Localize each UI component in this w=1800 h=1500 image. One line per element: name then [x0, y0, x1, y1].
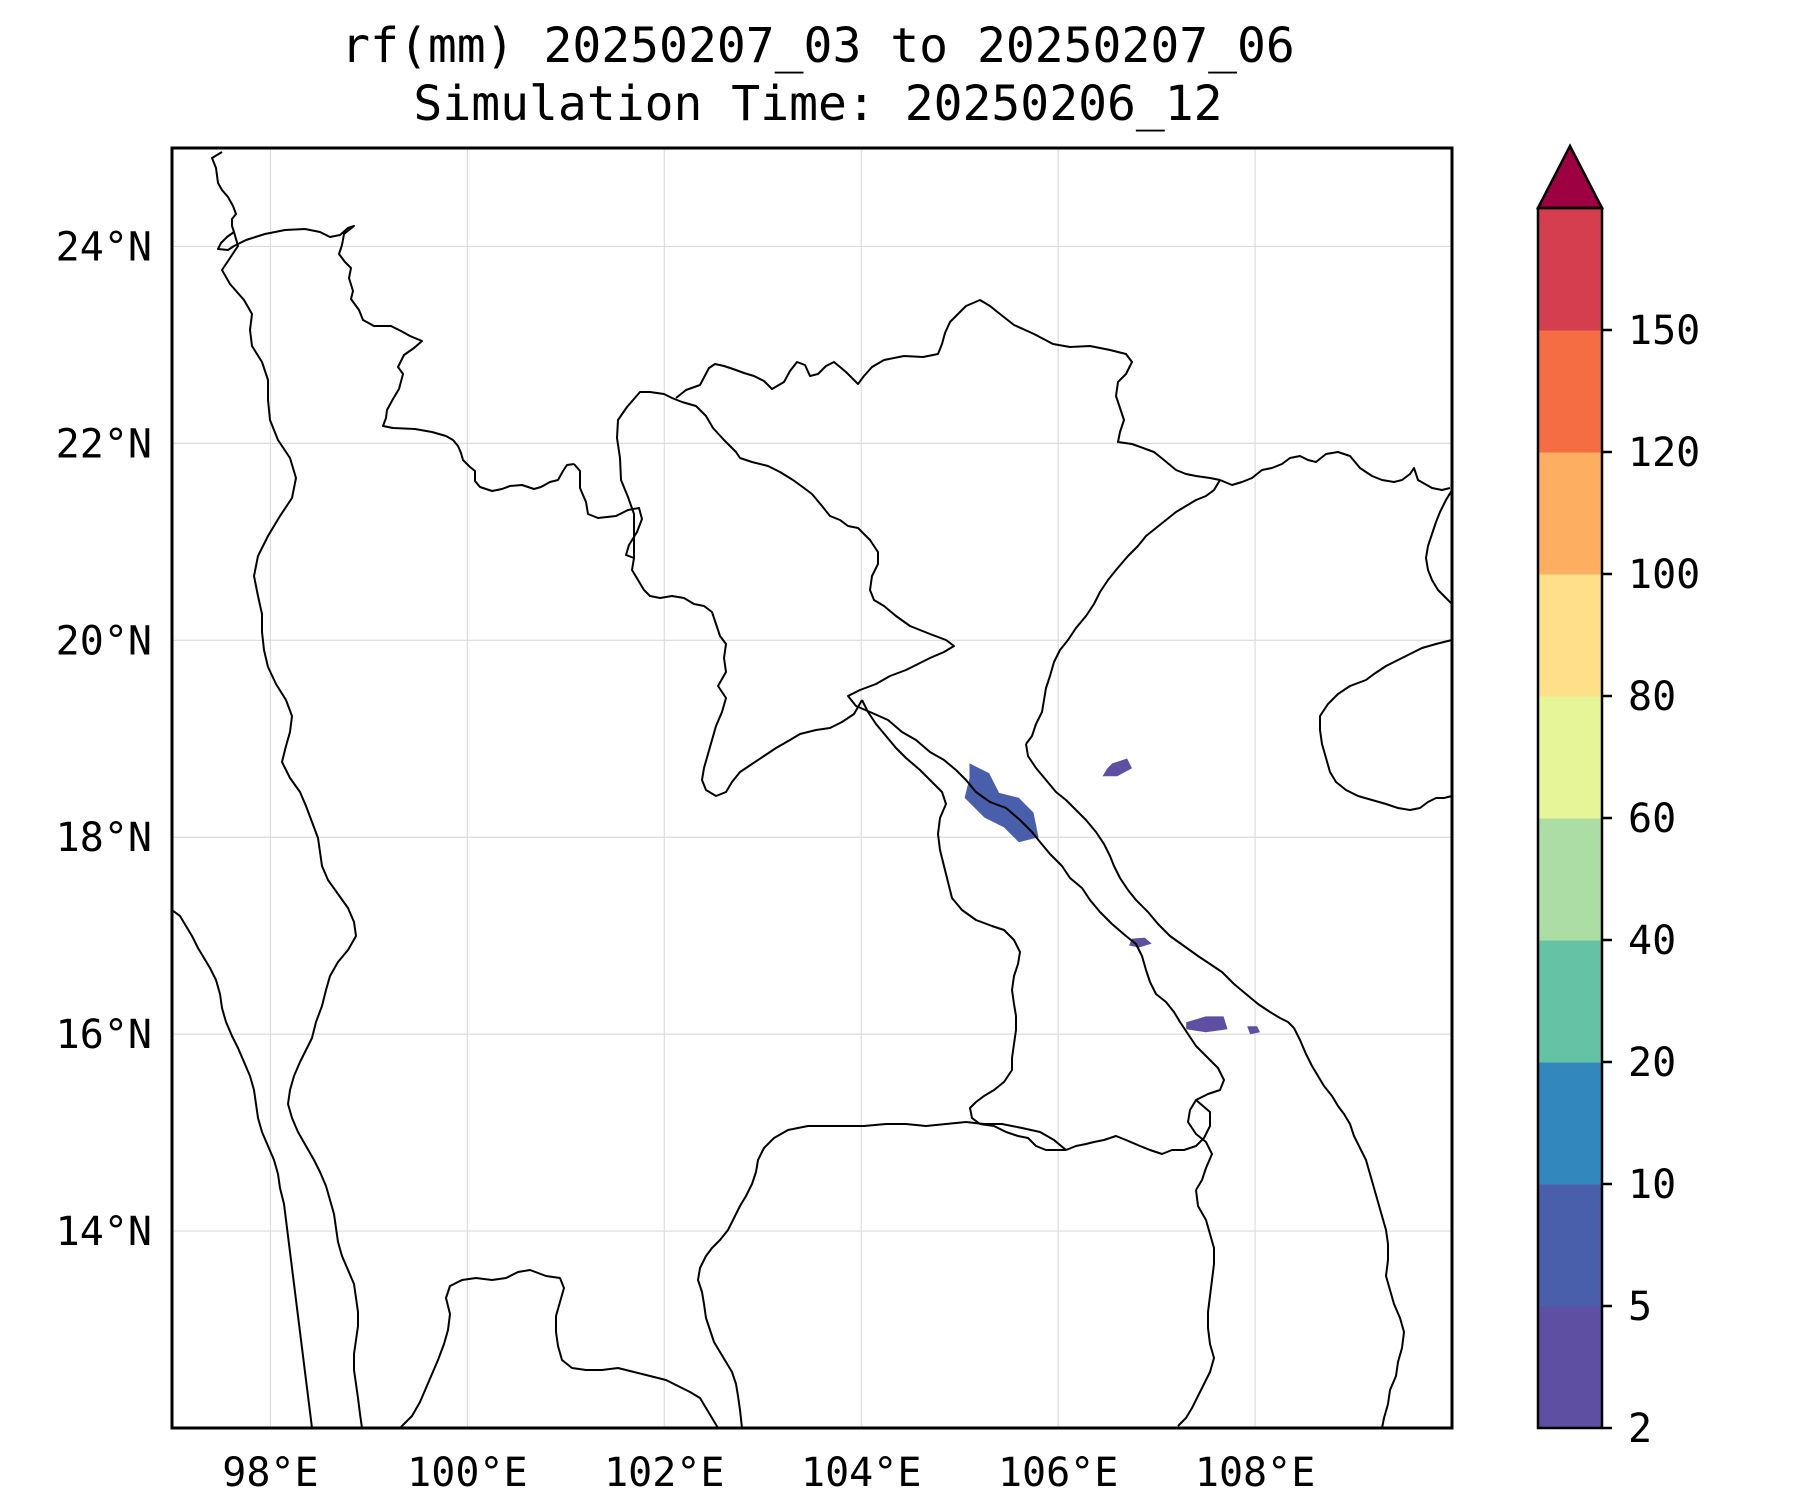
rainfall-patch-4: [1247, 1026, 1260, 1035]
colorbar-segment-6: [1538, 574, 1602, 697]
colorbar-segment-8: [1538, 330, 1602, 453]
colorbar-segment-9: [1538, 208, 1602, 331]
laos-thailand-border: [631, 557, 863, 797]
lat-tick-label: 20°N: [56, 618, 152, 664]
colorbar-level-label: 20: [1628, 1040, 1676, 1086]
vietnam-china-north-border: [675, 299, 1221, 481]
vietnam-north-coast: [1025, 479, 1221, 745]
lat-tick-label: 24°N: [56, 224, 152, 270]
lon-tick-label: 102°E: [604, 1450, 724, 1496]
lat-tick-label: 14°N: [56, 1209, 152, 1255]
lat-tick-label: 22°N: [56, 421, 152, 467]
colorbar-level-label: 80: [1628, 674, 1676, 720]
colorbar-level-label: 5: [1628, 1284, 1652, 1330]
cambodia-thailand-west-border: [697, 1121, 1067, 1428]
map-frame: [170, 146, 1454, 1430]
vietnam-central-coast: [1025, 743, 1295, 1029]
latitude-ticks: 14°N 16°N 18°N 20°N 22°N 24°N: [56, 224, 152, 1255]
rainfall-layer: [964, 758, 1260, 1035]
laos-vietnam-border: [811, 493, 1225, 1191]
myanmar-thailand-north-border: [221, 231, 297, 668]
thailand-cambodia-border: [1065, 1099, 1211, 1155]
colorbar-level-label: 10: [1628, 1162, 1676, 1208]
china-laos-vietnam-border: [573, 391, 813, 559]
vietnam-south-coast: [1293, 1027, 1405, 1428]
myanmar-coast: [172, 909, 313, 1428]
colorbar-segment-2: [1538, 1062, 1602, 1185]
rainfall-patch-1: [1102, 758, 1132, 777]
lon-tick-label: 104°E: [801, 1450, 921, 1496]
lon-tick-label: 108°E: [1195, 1450, 1315, 1496]
colorbar-segment-5: [1538, 696, 1602, 819]
figure-title-line1: rf(mm) 20250207_03 to 20250207_06: [341, 18, 1295, 74]
rainfall-patch-2: [1129, 937, 1152, 948]
figure-title-line2: Simulation Time: 20250206_12: [413, 76, 1222, 132]
colorbar-extend-arrow: [1535, 143, 1605, 210]
rainfall-patch-3: [1186, 1016, 1228, 1033]
gulf-of-tonkin-coast: [1219, 451, 1451, 491]
colorbar-level-label: 150: [1628, 308, 1700, 354]
colorbar-level-label: 60: [1628, 796, 1676, 842]
coastline-and-borders: [172, 151, 1452, 1428]
map-gridlines: [172, 148, 1452, 1428]
map-background: [172, 148, 1452, 1428]
hainan-island: [1319, 639, 1452, 811]
cambodia-vietnam-south-border: [1177, 1189, 1215, 1427]
lat-tick-label: 16°N: [56, 1012, 152, 1058]
map-plot-area: [170, 146, 1454, 1430]
colorbar-segment-7: [1538, 452, 1602, 575]
colorbar-level-label: 40: [1628, 918, 1676, 964]
colorbar-segment-3: [1538, 940, 1602, 1063]
colorbar-level-label: 100: [1628, 552, 1700, 598]
thailand-myanmar-border: [267, 666, 363, 1428]
lon-tick-label: 100°E: [407, 1450, 527, 1496]
colorbar-segment-1: [1538, 1184, 1602, 1307]
lon-tick-label: 106°E: [998, 1450, 1118, 1496]
colorbar-segment-0: [1538, 1306, 1602, 1429]
colorbar-level-label: 120: [1628, 430, 1700, 476]
gulf-of-thailand-coast: [399, 1269, 719, 1428]
colorbar: 2 5 10 20 40 60 80 100 120 150: [1535, 143, 1700, 1452]
colorbar-segment-4: [1538, 818, 1602, 941]
lon-tick-label: 98°E: [222, 1450, 318, 1496]
rainfall-patch-0: [964, 763, 1039, 843]
colorbar-level-label: 2: [1628, 1406, 1652, 1452]
myanmar-china-border: [211, 151, 575, 492]
longitude-ticks: 98°E 100°E 102°E 104°E 106°E 108°E: [222, 1450, 1315, 1496]
china-southeast-coast: [1425, 489, 1452, 605]
lat-tick-label: 18°N: [56, 815, 152, 861]
